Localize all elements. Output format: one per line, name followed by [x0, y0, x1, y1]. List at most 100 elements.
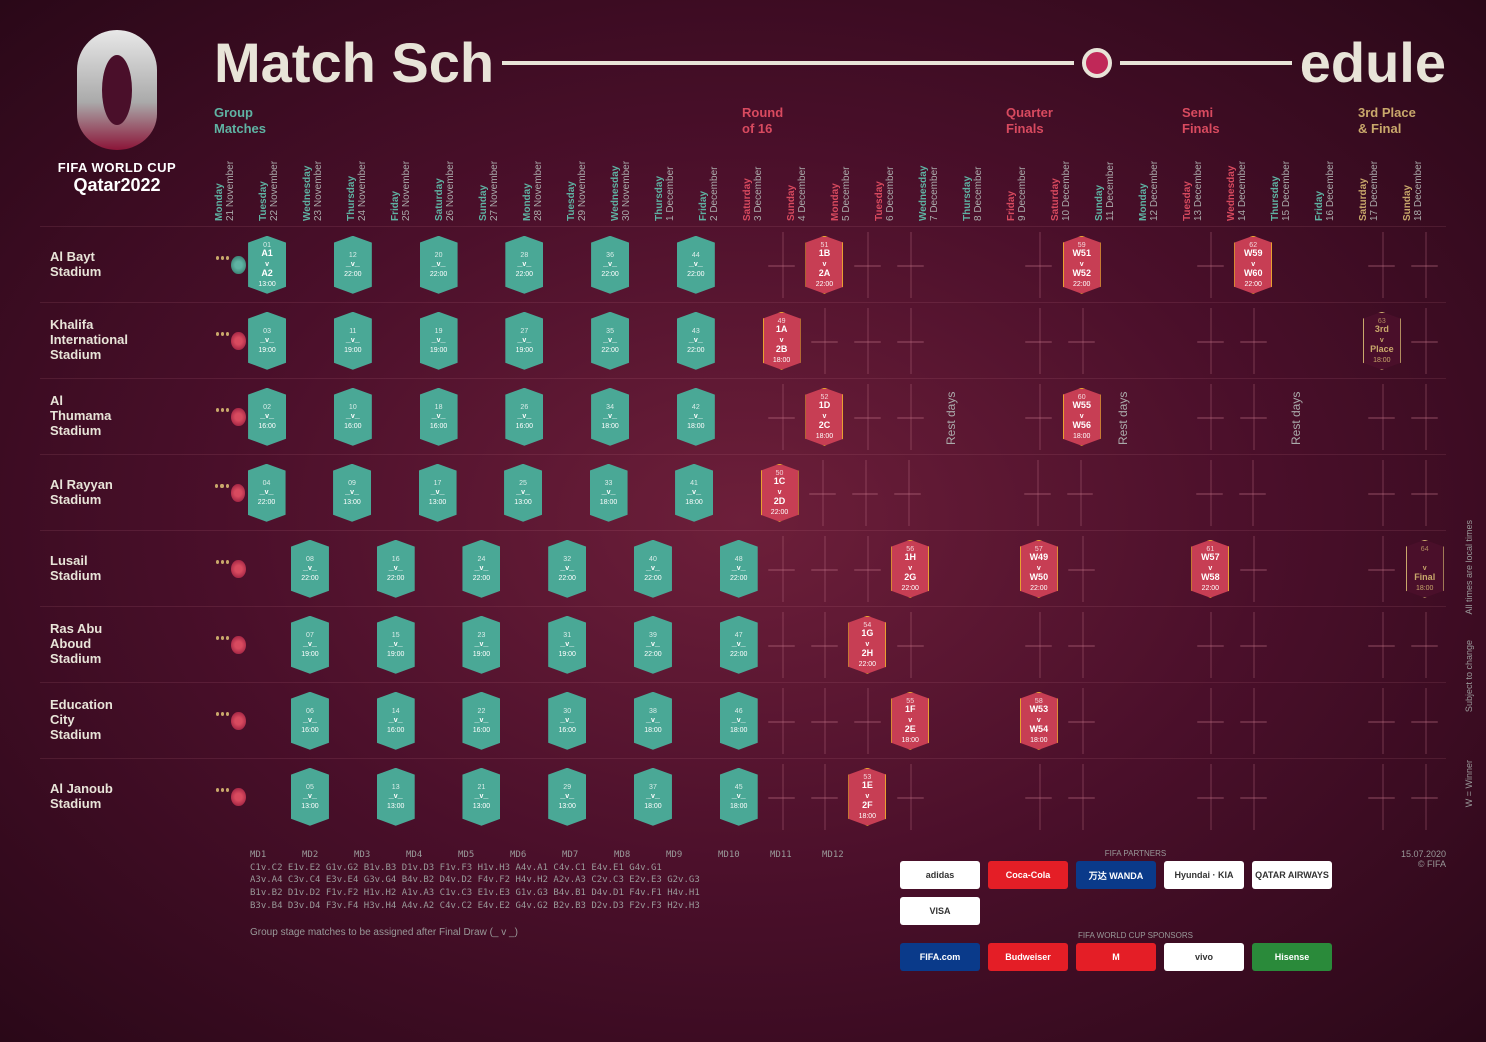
match-cell: 43_v_22:00: [674, 312, 717, 370]
match-hexagon: 60W55vW5618:00: [1063, 388, 1101, 446]
match-cell: 501Cv2D22:00: [758, 464, 801, 522]
title-line-right: [1120, 61, 1292, 65]
date-header: Monday12 December: [1138, 136, 1182, 226]
match-cell: 561Hv2G22:00: [889, 540, 932, 598]
match-hexagon: 29_v_13:00: [548, 768, 586, 826]
bracket-rail: [889, 303, 932, 379]
date-header: Tuesday29 November: [566, 136, 610, 226]
bracket-rail: [886, 455, 929, 531]
match-cell: 46_v_18:00: [717, 692, 760, 750]
bracket-rail: [760, 531, 803, 607]
stadium-name: Al Rayyan Stadium: [40, 478, 215, 508]
match-hexagon: 09_v_13:00: [333, 464, 371, 522]
stadium-name: Education City Stadium: [40, 698, 216, 743]
match-cell: 09_v_13:00: [331, 464, 374, 522]
match-cell: 21_v_13:00: [460, 768, 503, 826]
date-header: Sunday18 December: [1402, 136, 1446, 226]
match-hexagon: 20_v_22:00: [420, 236, 458, 294]
date-header: Sunday27 November: [478, 136, 522, 226]
side-note: All times are local times: [1464, 520, 1474, 615]
match-cell: 491Av2B18:00: [760, 312, 803, 370]
trophy-icon: [77, 30, 157, 150]
match-cell: 28_v_22:00: [503, 236, 546, 294]
bracket-rail: [760, 379, 803, 455]
bracket-rail: [1189, 379, 1232, 455]
match-cell: 19_v_19:00: [417, 312, 460, 370]
date-header: Thursday15 December: [1270, 136, 1314, 226]
date-header: Thursday24 November: [346, 136, 390, 226]
date-header: Monday21 November: [214, 136, 258, 226]
match-hexagon: 40_v_22:00: [634, 540, 672, 598]
date-header: Thursday8 December: [962, 136, 1006, 226]
match-hexagon: 05_v_13:00: [291, 768, 329, 826]
stadium-row: Al Thumama Stadium02_v_16:0010_v_16:0018…: [40, 378, 1446, 454]
logo-block: FIFA WORLD CUP Qatar2022: [40, 30, 194, 196]
match-hexagon: 633rdvPlace18:00: [1363, 312, 1401, 370]
match-hexagon: 11_v_19:00: [334, 312, 372, 370]
match-cell: 23_v_19:00: [460, 616, 503, 674]
match-cell: 45_v_18:00: [717, 768, 760, 826]
match-cell: 511Bv2A22:00: [803, 236, 846, 294]
bracket-rail: [1360, 607, 1403, 683]
match-cell: 35_v_22:00: [589, 312, 632, 370]
bracket-rail: [1017, 379, 1060, 455]
rest-days-label: Rest days: [1101, 268, 1145, 568]
sponsor-badge: M: [1076, 943, 1156, 971]
rest-days-label: Rest days: [1274, 268, 1318, 568]
match-cell: 05_v_13:00: [289, 768, 332, 826]
brand-line2: Qatar2022: [40, 175, 194, 196]
matchday-column: MD10: [718, 849, 766, 862]
date-header: Tuesday6 December: [874, 136, 918, 226]
match-hexagon: 521Dv2C18:00: [805, 388, 843, 446]
date-header: Wednesday14 December: [1226, 136, 1270, 226]
date-header: Wednesday7 December: [918, 136, 962, 226]
match-cell: 62W59vW6022:00: [1232, 236, 1275, 294]
match-hexagon: 18_v_16:00: [420, 388, 458, 446]
title-line-left: [502, 61, 1074, 65]
match-hexagon: 21_v_13:00: [462, 768, 500, 826]
date-header: Friday25 November: [390, 136, 434, 226]
sponsor-badge: Hisense: [1252, 943, 1332, 971]
match-hexagon: 531Ev2F18:00: [848, 768, 886, 826]
match-cell: 31_v_19:00: [546, 616, 589, 674]
match-hexagon: 04_v_22:00: [248, 464, 286, 522]
match-cell: 57W49vW5022:00: [1017, 540, 1060, 598]
match-hexagon: 35_v_22:00: [591, 312, 629, 370]
matchday-column: MD12: [822, 849, 870, 862]
page-title: Match Sch edule: [214, 30, 1446, 95]
match-cell: 06_v_16:00: [289, 692, 332, 750]
wc-sponsors-label: FIFA WORLD CUP SPONSORS: [900, 931, 1371, 940]
bracket-rail: [1403, 379, 1446, 455]
stadium-name: Ras Abu Aboud Stadium: [40, 622, 216, 667]
phase-labels: Group MatchesRound of 16Quarter FinalsSe…: [214, 105, 1446, 136]
schedule-grid: Al Bayt Stadium01A1vA213:0012_v_22:0020_…: [40, 226, 1446, 834]
match-hexagon: 23_v_19:00: [462, 616, 500, 674]
matchday-column: MD6: [510, 849, 558, 862]
phase-label: [1094, 105, 1182, 136]
matchday-column: MD5: [458, 849, 506, 862]
stadium-row: Al Janoub Stadium05_v_13:0013_v_13:0021_…: [40, 758, 1446, 834]
bracket-rail: [1403, 227, 1446, 303]
match-hexagon: 08_v_22:00: [291, 540, 329, 598]
match-cell: 30_v_16:00: [546, 692, 589, 750]
match-hexagon: 511Bv2A22:00: [805, 236, 843, 294]
bracket-rail: [1403, 303, 1446, 379]
stadium-marker: [216, 408, 246, 426]
match-hexagon: 01A1vA213:00: [248, 236, 286, 294]
match-hexagon: 12_v_22:00: [334, 236, 372, 294]
bracket-rail: [1016, 455, 1059, 531]
phase-label: [654, 105, 742, 136]
stadium-marker: [216, 788, 246, 806]
match-cell: 58W53vW5418:00: [1017, 692, 1060, 750]
match-cell: 47_v_22:00: [717, 616, 760, 674]
match-cell: 17_v_13:00: [416, 464, 459, 522]
stadium-name: Khalifa International Stadium: [40, 318, 216, 363]
date-header: Saturday17 December: [1358, 136, 1402, 226]
match-cell: 541Gv2H22:00: [846, 616, 889, 674]
brand-line1: FIFA WORLD CUP: [40, 160, 194, 175]
match-hexagon: 38_v_18:00: [634, 692, 672, 750]
match-hexagon: 37_v_18:00: [634, 768, 672, 826]
match-hexagon: 02_v_16:00: [248, 388, 286, 446]
match-hexagon: 17_v_13:00: [419, 464, 457, 522]
match-cell: 64vFinal18:00: [1403, 540, 1446, 598]
